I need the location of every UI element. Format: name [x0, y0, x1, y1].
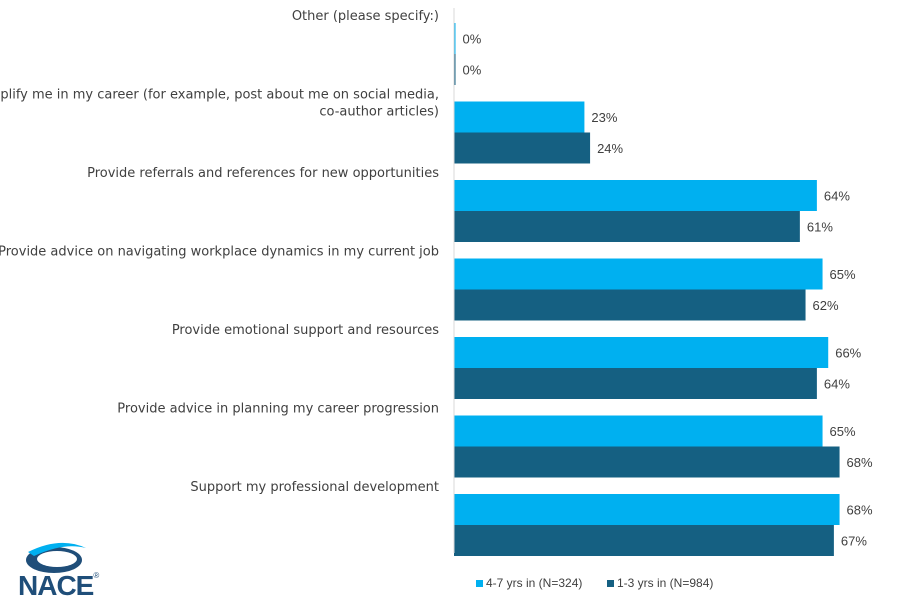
data-label: 64% [824, 377, 850, 392]
bar-series-4-7-yrs [454, 23, 456, 54]
bar-series-4-7-yrs [454, 337, 829, 368]
data-label: 61% [807, 220, 833, 235]
category-label: Amplify me in my career (for example, po… [0, 88, 439, 120]
bar-series-4-7-yrs [454, 101, 585, 133]
data-label: 0% [463, 32, 482, 47]
data-label: 65% [830, 267, 856, 282]
data-label: 67% [841, 534, 867, 549]
bar-series-1-3-yrs [454, 446, 840, 478]
data-label: 68% [847, 455, 873, 470]
data-label: 68% [847, 503, 873, 518]
category-label: Support my professional development [190, 480, 439, 495]
bar-series-1-3-yrs [454, 54, 456, 85]
data-label: 24% [597, 141, 623, 156]
category-label: Other (please specify:) [292, 9, 439, 24]
bar-series-4-7-yrs [454, 415, 823, 447]
nace-swoosh-icon [26, 542, 86, 573]
category-labels: Other (please specify:) Amplify me in my … [0, 9, 439, 495]
bar-series-1-3-yrs [454, 368, 817, 399]
legend: 4-7 yrs in (N=324) 1-3 yrs in (N=984) [476, 576, 713, 590]
bar-series-4-7-yrs [454, 180, 817, 211]
category-label: Provide advice in planning my career pro… [117, 402, 439, 417]
category-label: Provide referrals and references for new… [87, 166, 439, 181]
legend-entry: 4-7 yrs in (N=324) [486, 576, 582, 590]
nace-logo-text: NACE® [18, 570, 99, 601]
bar-series-4-7-yrs [454, 258, 823, 290]
data-label: 62% [813, 298, 839, 313]
bar-series-1-3-yrs [454, 132, 591, 164]
data-label: 65% [830, 424, 856, 439]
data-label: 64% [824, 189, 850, 204]
data-label: 66% [835, 346, 861, 361]
bar-series-1-3-yrs [454, 525, 834, 556]
category-label: Provide emotional support and resources [172, 323, 439, 338]
bar-series-1-3-yrs [454, 211, 800, 242]
legend-swatch [476, 580, 483, 587]
data-label: 0% [463, 63, 482, 78]
legend-entry: 1-3 yrs in (N=984) [617, 576, 713, 590]
category-label: Provide advice on navigating workplace d… [0, 245, 439, 260]
data-label: 23% [591, 110, 617, 125]
legend-swatch [607, 580, 614, 587]
bar-series-1-3-yrs [454, 289, 806, 321]
nace-logo: NACE® [18, 540, 99, 604]
bar-series-4-7-yrs [454, 494, 840, 525]
bars: 0% 0% 23% 24% 64% 61% 65% 62% 66% 64% 65% 68% 68% 67% [454, 23, 873, 556]
